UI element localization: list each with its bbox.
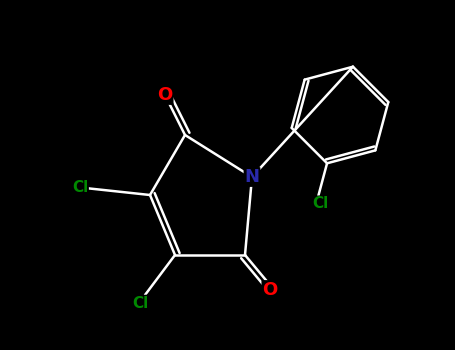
- Text: Cl: Cl: [72, 181, 88, 196]
- Text: Cl: Cl: [312, 196, 329, 211]
- Text: O: O: [157, 86, 172, 104]
- Text: N: N: [244, 168, 259, 186]
- Text: O: O: [263, 281, 278, 299]
- Text: Cl: Cl: [132, 295, 148, 310]
